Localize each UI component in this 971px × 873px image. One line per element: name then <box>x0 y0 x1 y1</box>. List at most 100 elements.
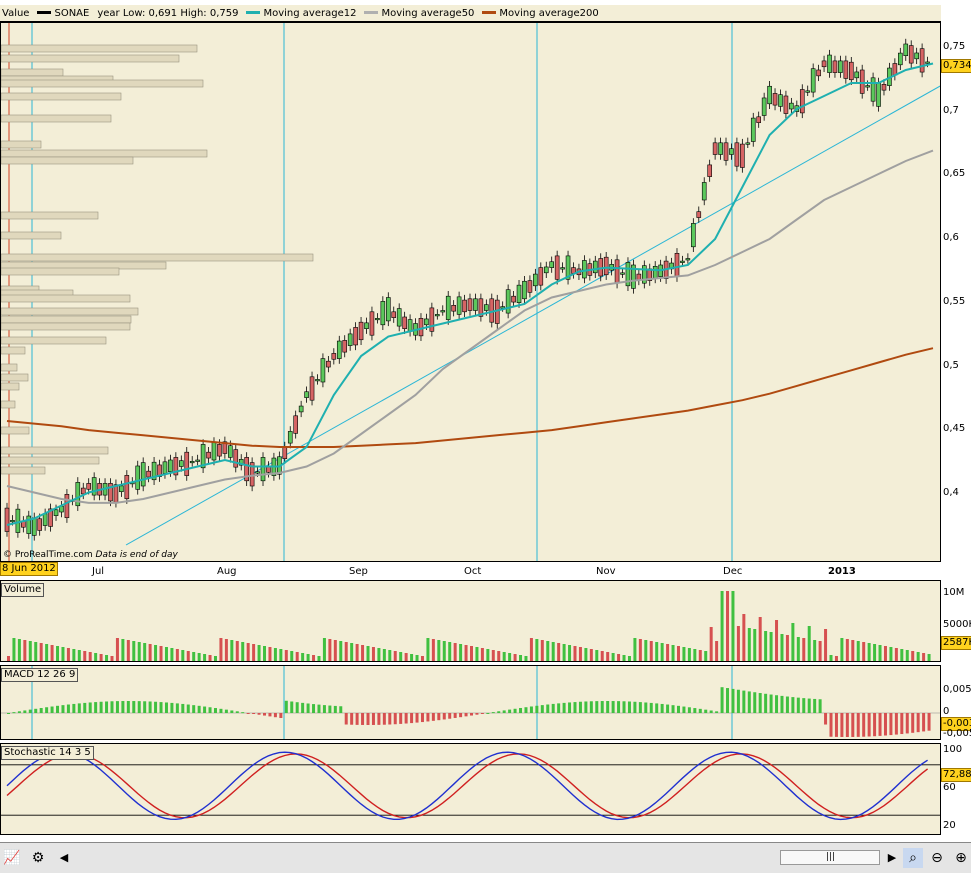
scroll-left-icon[interactable]: ◀ <box>59 851 69 864</box>
macd-bar <box>693 708 697 713</box>
macd-y-axis: 0,005 0 -0,003 -0,005 <box>941 665 971 740</box>
macd-bar <box>791 697 795 713</box>
volume-bar <box>704 651 708 661</box>
volume-bar <box>415 655 419 661</box>
indicator-icon[interactable]: ⚙ <box>31 850 45 866</box>
volume-bar <box>366 646 370 661</box>
candle <box>10 520 15 523</box>
volume-bar <box>785 635 789 661</box>
volume-bar <box>50 645 54 661</box>
candle <box>750 117 756 142</box>
ytick-050: 0,5 <box>943 360 959 371</box>
candle <box>729 148 734 155</box>
volume-chart-svg <box>7 591 931 661</box>
macd-bar <box>404 713 408 724</box>
candle <box>244 457 249 482</box>
volume-bar <box>404 653 408 661</box>
volume-bar <box>420 656 424 661</box>
candle <box>282 446 288 459</box>
macd-bar <box>742 690 746 713</box>
volume-bar <box>154 645 158 661</box>
volume-bar <box>878 645 882 661</box>
volume-bar <box>524 656 528 661</box>
macd-bar <box>622 701 626 713</box>
year-range-text: year Low: 0,691 High: 0,759 <box>97 7 239 19</box>
volume-panel[interactable]: Volume <box>0 580 941 662</box>
macd-bar <box>279 713 283 719</box>
candle <box>848 61 854 81</box>
price-y-axis[interactable]: 0,75 0,7 0,65 0,6 0,55 0,5 0,45 0,4 0,73… <box>941 22 971 562</box>
candle <box>696 211 702 218</box>
macd-bar <box>301 702 305 713</box>
volume-bar <box>606 652 610 661</box>
volume-profile-bar <box>1 231 62 240</box>
macd-bar <box>535 705 539 713</box>
macd-bar <box>110 701 114 713</box>
macd-bar <box>573 702 577 713</box>
candle <box>135 465 141 490</box>
candle <box>701 182 707 201</box>
macd-bar <box>617 701 621 713</box>
volume-bar <box>753 629 757 661</box>
scroll-right-icon[interactable]: ▶ <box>887 851 897 864</box>
macd-bar <box>840 713 844 737</box>
macd-bar <box>83 702 87 713</box>
legend-ma50[interactable]: Moving average50 <box>364 8 474 19</box>
volume-bar <box>137 642 141 661</box>
xtick-oct: Oct <box>464 566 482 577</box>
chart-type-icon[interactable]: 📈 <box>3 850 21 866</box>
volume-bar <box>361 645 365 661</box>
candle <box>827 54 832 73</box>
stochastic-panel[interactable]: Stochastic 14 3 5 <box>0 743 941 835</box>
macd-bar <box>17 711 21 713</box>
candle <box>691 223 696 248</box>
volume-bar <box>322 638 326 661</box>
volume-bar <box>333 640 337 661</box>
macd-bar <box>99 701 103 713</box>
zoom-in-icon[interactable]: ⊕ <box>955 850 967 866</box>
candle <box>347 333 353 346</box>
candle <box>631 264 636 289</box>
candle <box>854 71 860 79</box>
candle <box>4 507 10 532</box>
macd-panel[interactable]: MACD 12 26 9 <box>0 665 941 740</box>
candle <box>15 508 21 533</box>
volume-bar <box>426 638 430 661</box>
macd-bar <box>883 713 887 736</box>
volume-bar <box>851 640 855 661</box>
candle <box>756 116 761 123</box>
volume-profile-bar <box>1 346 26 355</box>
macd-bar <box>61 705 65 713</box>
candle <box>543 266 549 274</box>
candle <box>451 304 456 312</box>
legend-ma200[interactable]: Moving average200 <box>482 8 599 19</box>
volume-bar <box>164 647 168 661</box>
stochastic-y-axis: 100 72,88 60 20 <box>941 743 971 835</box>
candle <box>255 471 260 474</box>
candle <box>625 262 631 287</box>
candle <box>816 69 821 77</box>
price-panel[interactable]: © ProRealTime.com Data is end of day <box>0 22 941 562</box>
volume-profile-bar <box>1 68 64 77</box>
volume-bar <box>834 656 838 661</box>
volume-bar <box>290 651 294 661</box>
volume-bar <box>508 653 512 661</box>
legend-ma12[interactable]: Moving average12 <box>246 8 356 19</box>
ytick-070: 0,7 <box>943 105 959 116</box>
volume-bar <box>312 655 316 661</box>
horizontal-scrollbar[interactable]: ||| <box>780 850 880 865</box>
volume-bar <box>317 656 321 661</box>
candle <box>375 317 380 321</box>
macd-bar <box>56 705 60 713</box>
macd-bar <box>453 713 457 718</box>
zoom-selection-icon[interactable]: ⌕ <box>903 848 923 868</box>
macd-bar <box>851 713 855 737</box>
macd-bar <box>562 702 566 713</box>
volume-bar <box>355 644 359 661</box>
volume-bar <box>377 648 381 661</box>
volume-bar <box>339 641 343 661</box>
macd-bar <box>491 712 495 714</box>
ma200-line <box>6 347 934 448</box>
volume-bar <box>687 648 691 661</box>
zoom-out-icon[interactable]: ⊖ <box>931 850 943 866</box>
